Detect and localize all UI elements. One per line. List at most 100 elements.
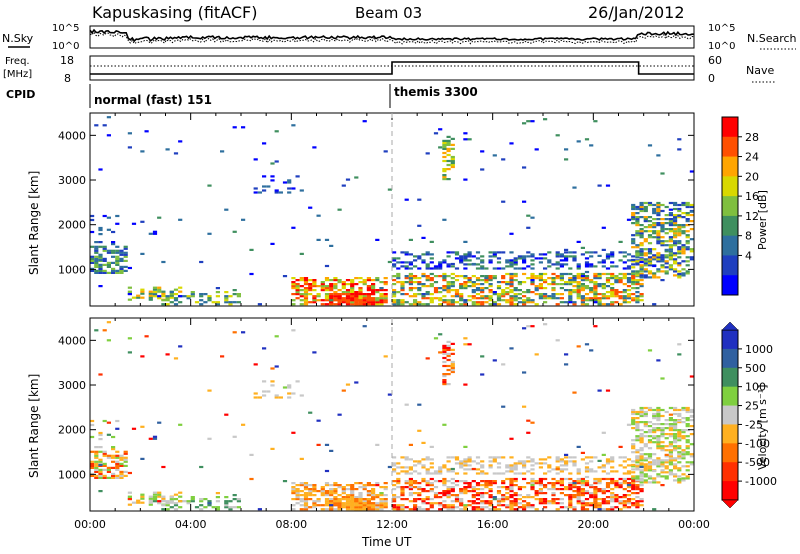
- power-cell: [484, 295, 489, 298]
- power-cell: [303, 293, 309, 296]
- velocity-cell: [643, 445, 648, 448]
- power-cell: [215, 291, 220, 294]
- power-cell: [303, 279, 309, 282]
- power-cell: [165, 299, 170, 302]
- power-cell: [438, 287, 443, 290]
- power-cell: [450, 301, 455, 304]
- velocity-cell: [379, 494, 384, 497]
- power-cell: [165, 295, 170, 298]
- power-cell: [429, 240, 434, 243]
- power-cell: [366, 289, 371, 292]
- nave-label: Nave: [746, 64, 774, 77]
- velocity-cell: [312, 484, 317, 487]
- power-cell: [446, 299, 451, 302]
- power-cell: [538, 279, 543, 282]
- power-cell: [597, 184, 602, 187]
- power-cell: [639, 203, 644, 207]
- power-cell: [639, 205, 644, 209]
- power-cell: [547, 265, 552, 268]
- velocity-cell: [526, 502, 531, 505]
- velocity-cell: [106, 433, 111, 436]
- velocity-cell: [450, 456, 455, 459]
- velocity-cell: [152, 500, 158, 503]
- power-cell: [106, 265, 111, 268]
- power-cell: [413, 299, 418, 302]
- colorbar-tick: 16: [745, 190, 759, 203]
- power-cell: [488, 251, 493, 254]
- velocity-cell: [584, 466, 590, 469]
- power-cell: [668, 228, 673, 231]
- velocity-cell: [371, 508, 376, 511]
- power-cell: [673, 252, 678, 255]
- velocity-cell: [530, 496, 535, 499]
- velocity-cell: [480, 508, 485, 511]
- power-cell: [429, 301, 434, 304]
- power-cell: [685, 230, 690, 233]
- velocity-cell: [404, 466, 409, 469]
- velocity-cell: [668, 461, 673, 464]
- velocity-cell: [631, 419, 636, 422]
- velocity-cell: [463, 508, 468, 511]
- velocity-cell: [513, 468, 518, 471]
- power-cell: [291, 299, 296, 302]
- power-cell: [664, 244, 669, 247]
- velocity-cell: [421, 464, 426, 467]
- velocity-cell: [631, 427, 636, 430]
- velocity-cell: [559, 506, 564, 509]
- power-cell: [639, 299, 644, 302]
- velocity-cell: [312, 506, 317, 509]
- velocity-cell: [127, 471, 132, 475]
- velocity-cell: [551, 477, 556, 481]
- power-cell: [593, 120, 598, 123]
- power-cell: [673, 232, 678, 235]
- velocity-cell: [568, 484, 573, 487]
- velocity-cell: [165, 500, 170, 503]
- power-cell: [572, 289, 577, 292]
- velocity-cell: [450, 500, 455, 503]
- velocity-cell: [593, 494, 598, 497]
- power-cell: [161, 292, 166, 295]
- velocity-cell: [488, 488, 493, 491]
- power-cell: [98, 265, 103, 268]
- velocity-cell: [551, 494, 556, 497]
- velocity-cell: [442, 381, 447, 384]
- velocity-cell: [144, 335, 149, 338]
- power-cell: [421, 293, 426, 296]
- velocity-cell: [660, 427, 665, 430]
- power-cell: [115, 251, 120, 254]
- power-cell: [572, 275, 577, 278]
- velocity-cell: [652, 412, 657, 416]
- velocity-cell: [610, 492, 615, 495]
- velocity-cell: [647, 463, 653, 466]
- velocity-cell: [157, 502, 162, 505]
- velocity-cell: [358, 502, 363, 505]
- velocity-cell: [547, 502, 552, 505]
- power-cell: [199, 299, 204, 302]
- power-cell: [421, 261, 426, 264]
- power-cell: [631, 260, 636, 263]
- power-cell: [303, 295, 309, 298]
- power-cell: [316, 295, 321, 298]
- freq-tick-low: 8: [64, 72, 71, 85]
- velocity-cell: [459, 488, 464, 491]
- power-cell: [668, 236, 673, 239]
- power-cell: [320, 299, 325, 302]
- velocity-cell: [228, 508, 233, 511]
- velocity-cell: [421, 502, 426, 505]
- velocity-cell: [408, 466, 413, 469]
- power-cell: [673, 203, 678, 207]
- velocity-cell: [299, 500, 304, 503]
- velocity-cell: [295, 494, 300, 497]
- power-cell: [320, 283, 325, 286]
- velocity-cell: [115, 427, 120, 430]
- power-cell: [199, 303, 204, 306]
- power-cell: [178, 286, 183, 289]
- power-cell: [681, 274, 686, 277]
- power-cell: [442, 139, 447, 142]
- velocity-cell: [396, 477, 401, 481]
- power-cell: [94, 249, 99, 252]
- power-cell: [530, 277, 535, 280]
- velocity-cell: [429, 445, 434, 448]
- velocity-cell: [207, 500, 212, 503]
- velocity-cell: [152, 496, 158, 499]
